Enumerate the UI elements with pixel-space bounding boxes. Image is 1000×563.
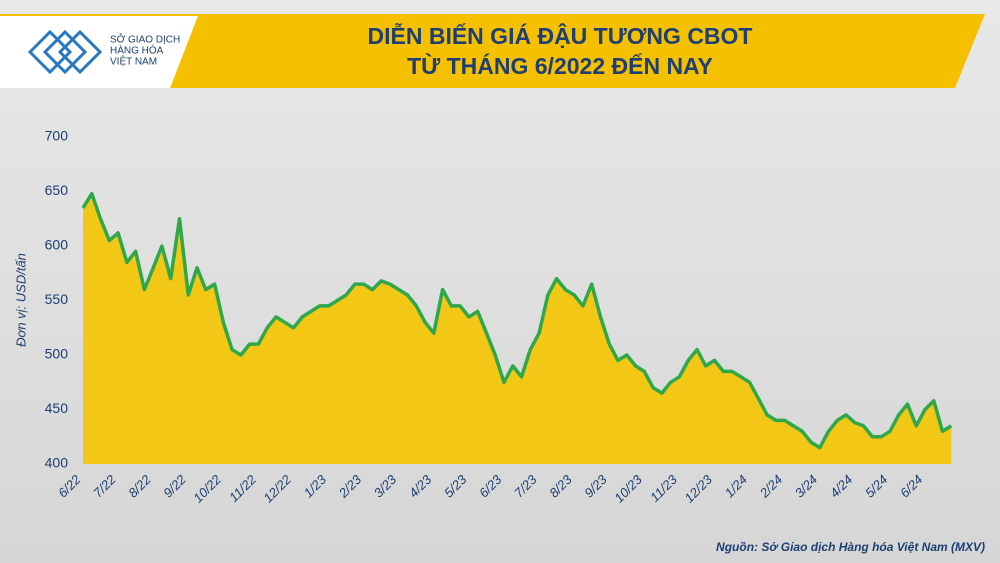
y-tick-label: 400: [45, 455, 69, 471]
y-tick-label: 600: [45, 237, 69, 253]
y-axis-label: Đơn vị: USD/tấn: [13, 253, 28, 347]
y-tick-label: 700: [45, 128, 69, 144]
area: [83, 193, 952, 464]
chart-title: TỪ THÁNG 6/2022 ĐẾN NAY: [407, 52, 713, 79]
logo-text: SỞ GIAO DỊCH: [110, 33, 180, 46]
chart-title: DIỄN BIẾN GIÁ ĐẬU TƯƠNG CBOT: [368, 21, 753, 49]
source-note: Nguồn: Sở Giao dịch Hàng hóa Việt Nam (M…: [716, 540, 985, 554]
y-tick-label: 450: [45, 400, 69, 416]
y-tick-label: 500: [45, 346, 69, 362]
title-banner: [0, 14, 985, 88]
line: [81, 191, 953, 450]
logo-mark: [27, 29, 103, 75]
y-tick-label: 550: [45, 291, 69, 307]
logo-text: HÀNG HÓA: [110, 44, 164, 57]
y-tick-label: 650: [45, 182, 69, 198]
logo-text: VIỆT NAM: [110, 55, 157, 68]
